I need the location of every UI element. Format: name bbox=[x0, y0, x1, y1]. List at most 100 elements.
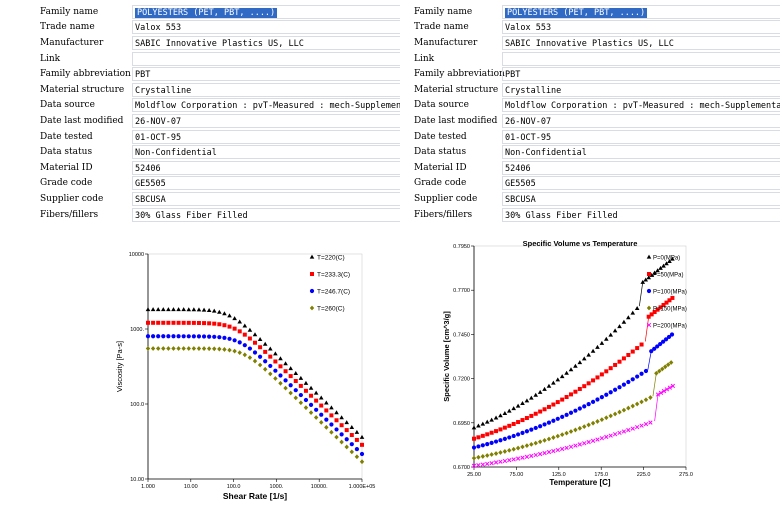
property-value-field[interactable]: 26-NOV-07 bbox=[502, 113, 780, 128]
property-row: Material ID 52406 bbox=[414, 160, 780, 176]
data-point bbox=[551, 402, 556, 407]
property-value: Valox 553 bbox=[505, 23, 552, 34]
property-value-field[interactable]: Valox 553 bbox=[132, 20, 400, 35]
data-point bbox=[489, 430, 494, 435]
data-point bbox=[232, 338, 237, 343]
viscosity-chart: 1.000 10.00 100.0 1000. 10000. 1.000E+0510.00… bbox=[115, 252, 375, 501]
property-value-field[interactable]: 52406 bbox=[502, 160, 780, 175]
data-point bbox=[529, 413, 534, 418]
data-point bbox=[237, 329, 242, 334]
property-value-field[interactable]: SABIC Innovative Plastics US, LLC bbox=[502, 35, 780, 50]
data-point bbox=[626, 405, 631, 411]
data-point bbox=[595, 437, 600, 442]
data-point bbox=[551, 380, 556, 385]
data-point bbox=[626, 353, 631, 358]
data-point bbox=[489, 440, 494, 445]
property-value-field[interactable]: Crystalline bbox=[502, 82, 780, 97]
property-row: Date last modified 26-NOV-07 bbox=[414, 113, 780, 129]
data-point bbox=[314, 407, 319, 412]
data-point bbox=[564, 445, 569, 451]
property-value-field[interactable]: 26-NOV-07 bbox=[132, 113, 400, 128]
property-value-field[interactable]: POLYESTERS (PET, PBT, ....) bbox=[132, 4, 400, 19]
property-label: Trade name bbox=[40, 22, 95, 33]
data-point bbox=[247, 355, 253, 361]
x-tick-label: 25.00 bbox=[467, 472, 481, 478]
data-point bbox=[586, 381, 591, 386]
data-point bbox=[324, 417, 329, 422]
data-point bbox=[502, 425, 507, 430]
y-tick-label: 100.0 bbox=[130, 402, 144, 408]
property-value-field[interactable]: Crystalline bbox=[132, 82, 400, 97]
data-point bbox=[648, 420, 653, 425]
property-row: Data source Moldflow Corporation : pvT-Me… bbox=[414, 98, 780, 114]
property-value: GE5505 bbox=[505, 179, 536, 190]
data-point bbox=[542, 438, 547, 443]
data-point bbox=[494, 429, 499, 434]
x-tick-label: 100.0 bbox=[227, 484, 241, 490]
data-point bbox=[664, 387, 670, 392]
property-value-field[interactable]: GE5505 bbox=[132, 176, 400, 191]
series bbox=[471, 383, 676, 468]
data-point bbox=[308, 402, 314, 407]
data-point bbox=[613, 387, 618, 392]
data-point bbox=[590, 420, 596, 426]
data-point bbox=[502, 436, 507, 441]
y-tick-label: 0.7700 bbox=[453, 288, 470, 294]
property-value-field[interactable] bbox=[502, 51, 780, 66]
data-point bbox=[655, 268, 660, 273]
material-properties-panel-right: Family name POLYESTERS (PET, PBT, ....) Tr… bbox=[414, 4, 780, 222]
data-point bbox=[303, 405, 309, 411]
data-point bbox=[529, 453, 534, 459]
property-value-field[interactable]: Moldflow Corporation : pvT-Measured : me… bbox=[132, 98, 400, 113]
property-value-field[interactable]: POLYESTERS (PET, PBT, ....) bbox=[502, 4, 780, 19]
data-point bbox=[599, 395, 604, 400]
property-value-field[interactable]: SBCUSA bbox=[132, 191, 400, 206]
data-point bbox=[652, 346, 657, 351]
data-point bbox=[303, 397, 309, 403]
data-point bbox=[155, 307, 161, 312]
data-point bbox=[590, 438, 596, 443]
data-point bbox=[577, 386, 582, 391]
data-point bbox=[608, 433, 613, 438]
data-point bbox=[212, 321, 217, 326]
data-point bbox=[201, 334, 207, 339]
data-point bbox=[551, 418, 556, 423]
property-value-field[interactable]: Non-Confidential bbox=[502, 145, 780, 160]
data-point bbox=[507, 458, 512, 463]
property-value-field[interactable]: 30% Glass Fiber Filled bbox=[502, 207, 780, 222]
data-point bbox=[181, 346, 186, 351]
property-row: Date tested 01-OCT-95 bbox=[414, 129, 780, 145]
data-point bbox=[191, 346, 197, 351]
data-point bbox=[329, 405, 334, 410]
property-value-field[interactable]: PBT bbox=[132, 67, 400, 82]
property-value-field[interactable]: 01-OCT-95 bbox=[502, 129, 780, 144]
property-row: Trade name Valox 553 bbox=[40, 20, 400, 36]
data-point bbox=[489, 452, 494, 457]
property-label: Link bbox=[414, 53, 435, 64]
data-point bbox=[582, 384, 587, 389]
property-value: Non-Confidential bbox=[505, 148, 587, 159]
x-tick-label: 75.00 bbox=[510, 472, 524, 478]
property-value-field[interactable] bbox=[132, 51, 400, 66]
data-point bbox=[480, 454, 486, 459]
data-point bbox=[533, 452, 538, 458]
data-point bbox=[661, 388, 667, 394]
property-value-field[interactable]: 01-OCT-95 bbox=[132, 129, 400, 144]
property-value-field[interactable]: 52406 bbox=[132, 160, 400, 175]
property-value-field[interactable]: Moldflow Corporation : pvT-Measured : me… bbox=[502, 98, 780, 113]
data-point bbox=[599, 340, 605, 345]
data-point bbox=[661, 302, 666, 307]
property-value-field[interactable]: GE5505 bbox=[502, 176, 780, 191]
data-point bbox=[493, 439, 499, 444]
property-value-field[interactable]: 30% Glass Fiber Filled bbox=[132, 207, 400, 222]
property-value-field[interactable]: SBCUSA bbox=[502, 191, 780, 206]
data-point bbox=[537, 389, 543, 394]
property-row: Material structure Crystalline bbox=[414, 82, 780, 98]
data-point bbox=[621, 407, 627, 413]
property-value-field[interactable]: Valox 553 bbox=[502, 20, 780, 35]
property-value-field[interactable]: PBT bbox=[502, 67, 780, 82]
property-value-field[interactable]: Non-Confidential bbox=[132, 145, 400, 160]
data-point bbox=[247, 327, 253, 332]
data-point bbox=[318, 395, 324, 400]
property-value-field[interactable]: SABIC Innovative Plastics US, LLC bbox=[132, 35, 400, 50]
